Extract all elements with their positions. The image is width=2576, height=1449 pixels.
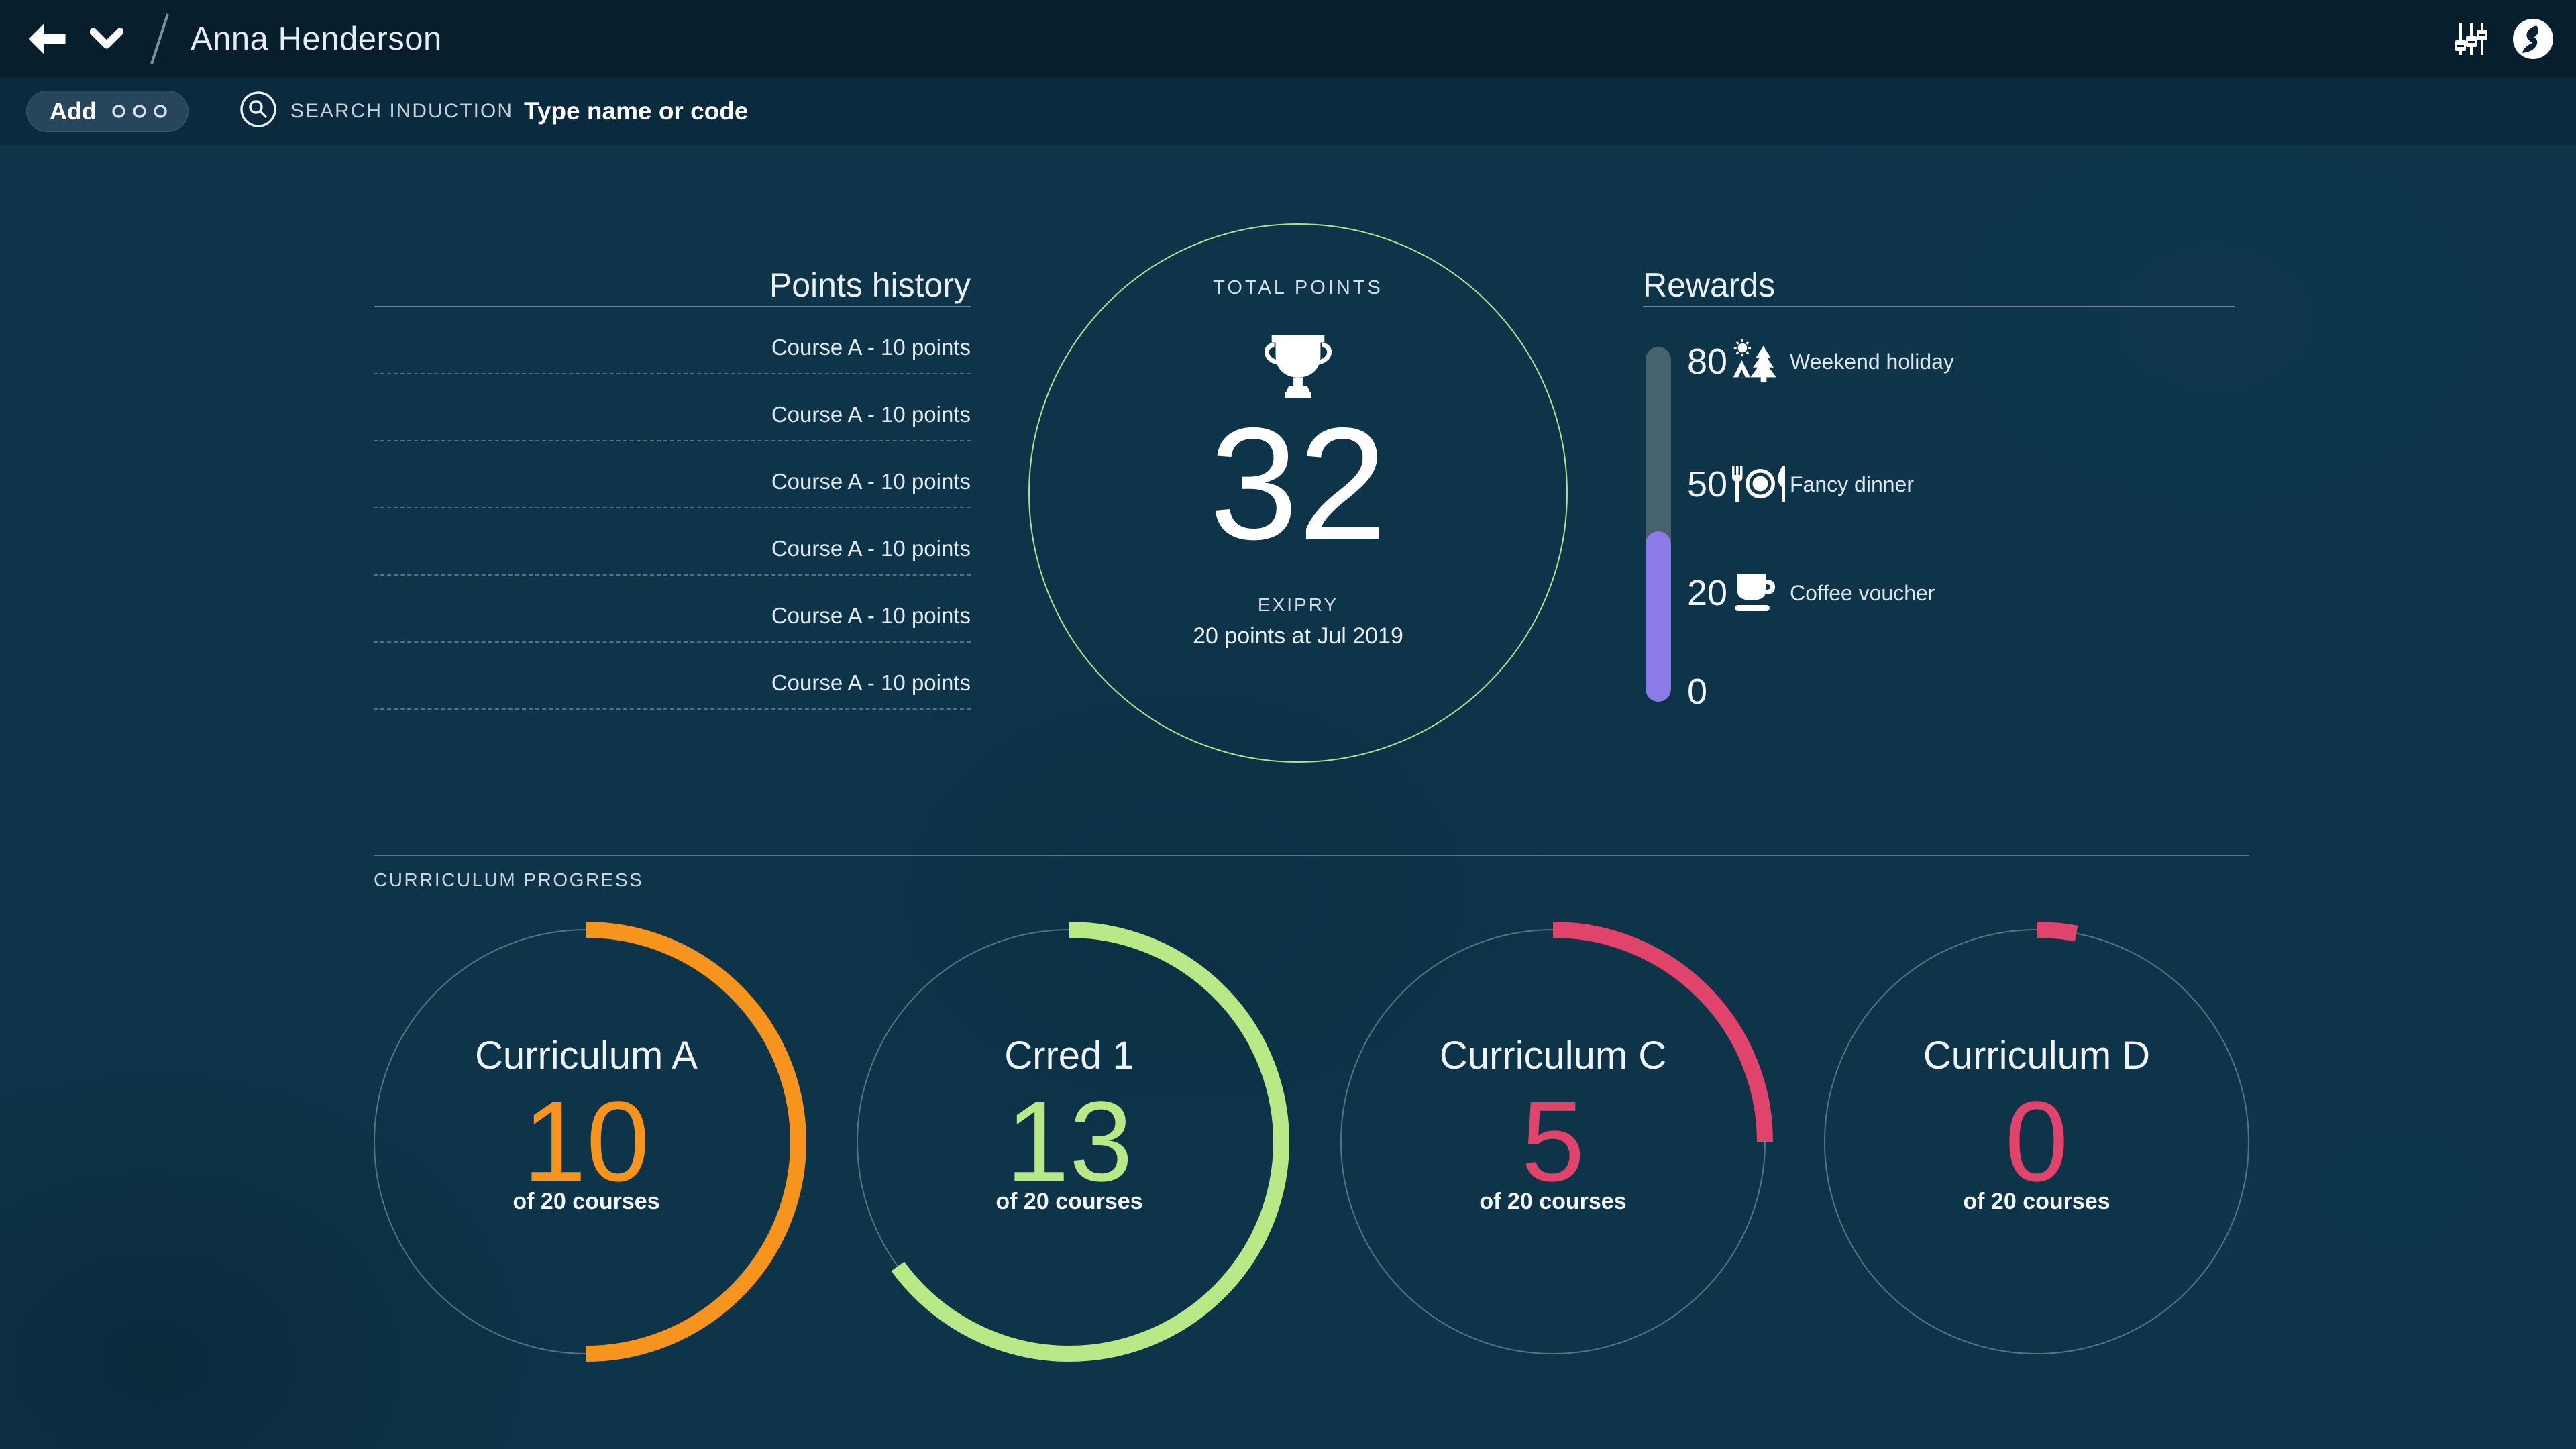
points-history-title: Points history [769,266,971,304]
sliders-icon[interactable] [2454,21,2489,56]
search-input[interactable]: SEARCH INDUCTION Type name or code [239,91,748,131]
curriculum-caption: of 20 courses [1963,1189,2110,1214]
progress-arc [1817,922,2257,1362]
back-arrow-icon[interactable] [28,23,67,54]
points-history-entry: Course A - 10 points [771,603,971,628]
curriculum-card-c: Curriculum C 5 of 20 courses [1332,920,1774,1363]
curriculum-name: Curriculum D [1923,1034,2151,1077]
points-history-row: Course A - 10 points [374,576,971,643]
add-button-label: Add [50,97,97,125]
rewards-progress-track [1646,347,1671,702]
points-history-row: Course A - 10 points [374,643,971,710]
total-points-value: 32 [1209,395,1387,573]
rewards-title: Rewards [1643,266,1776,304]
curriculum-caption: of 20 courses [513,1189,660,1214]
rewards-scale-zero: 0 [1687,672,1708,712]
curriculum-card-d: Curriculum D 0 of 20 courses [1815,920,2258,1363]
breadcrumb-slash [149,13,170,65]
trophy-icon [1030,325,1566,405]
curriculum-completed-count: 5 [1521,1078,1585,1205]
points-history-entry: Course A - 10 points [771,670,971,695]
reward-label-coffee-voucher: Coffee voucher [1790,581,1935,605]
curriculum-section-divider [374,855,2249,856]
search-icon [239,91,277,131]
progress-arc [849,922,1289,1362]
chevron-down-icon[interactable] [90,28,123,50]
reward-points-50: 50 [1687,464,1728,504]
reward-label-weekend-holiday: Weekend holiday [1790,350,1954,374]
page-title: Anna Henderson [191,20,442,57]
points-history-divider [374,306,971,307]
progress-arc [366,922,806,1362]
points-history-row: Course A - 10 points [374,307,971,374]
top-bar: Anna Henderson [0,0,2576,77]
expiry-label: EXIPRY [1257,594,1339,615]
curriculum-caption: of 20 courses [996,1189,1143,1214]
search-placeholder-text: Type name or code [524,97,749,125]
points-history-entry: Course A - 10 points [771,335,971,360]
curriculum-name: Curriculum C [1439,1034,1667,1077]
reward-label-fancy-dinner: Fancy dinner [1790,472,1914,496]
curriculum-caption: of 20 courses [1479,1189,1627,1214]
curriculum-completed-count: 0 [2004,1078,2069,1205]
add-dots-icon [111,104,168,119]
avatar-logo[interactable] [2513,18,2553,59]
reward-points-80: 80 [1687,341,1728,382]
curriculum-name: Crred 1 [1004,1034,1134,1077]
action-bar: Add SEARCH INDUCTION Type name or code [0,77,2576,145]
curriculum-completed-count: 10 [523,1078,650,1205]
points-history-row: Course A - 10 points [374,508,971,576]
reward-points-20: 20 [1687,573,1728,613]
points-history-entry: Course A - 10 points [771,536,971,561]
search-field-label: SEARCH INDUCTION [290,99,513,122]
total-points-label: TOTAL POINTS [1213,277,1383,299]
points-history-entry: Course A - 10 points [771,469,971,494]
rewards-divider [1643,306,2235,307]
expiry-text: 20 points at Jul 2019 [1193,623,1403,649]
curriculum-card-b: Crred 1 13 of 20 courses [848,920,1291,1363]
curriculum-completed-count: 13 [1006,1078,1133,1205]
points-history-row: Course A - 10 points [374,374,971,441]
points-history-entry: Course A - 10 points [771,402,971,427]
rewards-progress-fill [1646,531,1671,702]
points-history-list: Course A - 10 points Course A - 10 point… [374,307,971,710]
coffee-icon [1729,572,1778,616]
curriculum-section-label: CURRICULUM PROGRESS [374,869,644,890]
total-points-circle: TOTAL POINTS 32 EXIPRY 20 points at Jul … [1028,223,1568,763]
curriculum-name: Curriculum A [475,1034,698,1077]
curriculum-card-a: Curriculum A 10 of 20 courses [365,920,808,1363]
progress-arc [1333,922,1773,1362]
dinner-icon [1729,463,1787,508]
holiday-icon [1729,338,1776,388]
add-button[interactable]: Add [26,90,189,132]
points-history-row: Course A - 10 points [374,441,971,508]
